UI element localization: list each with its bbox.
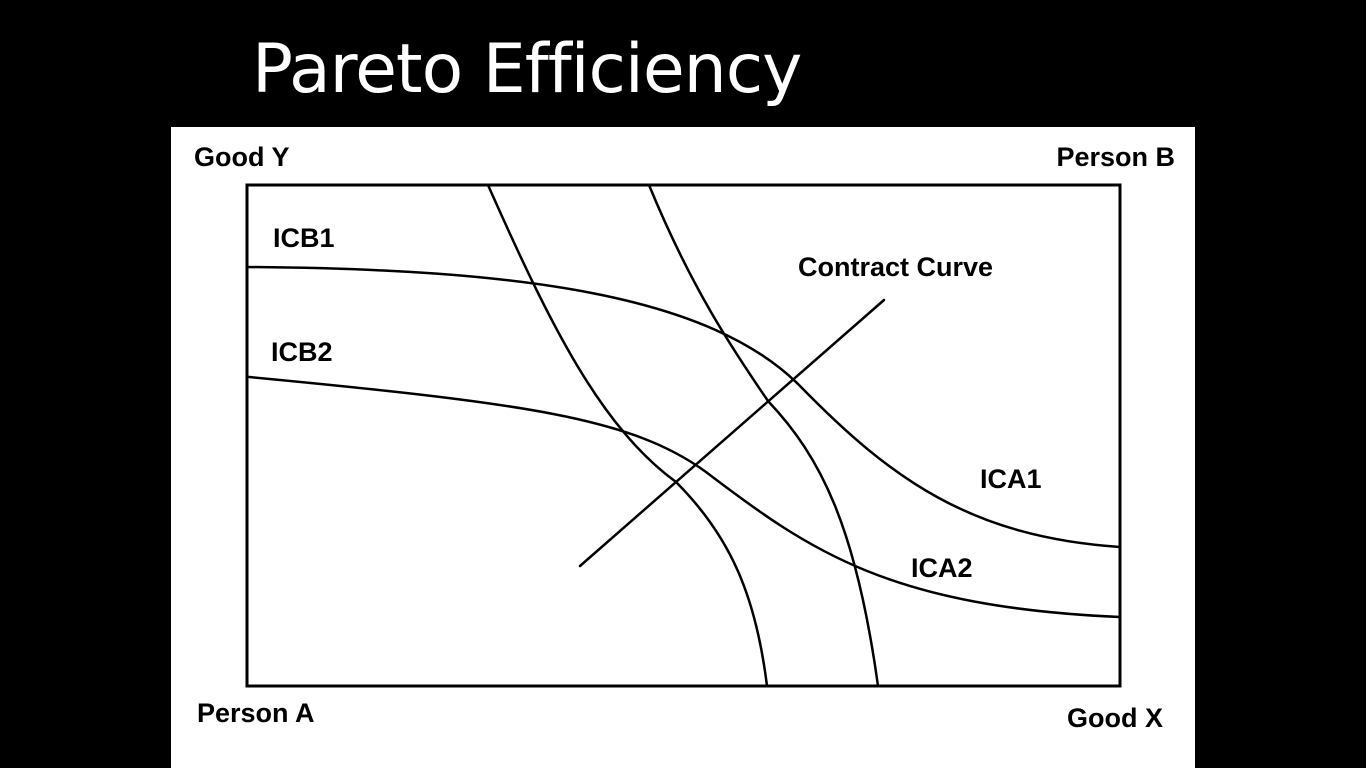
label-person-a: Person A [197, 698, 315, 728]
slide-title: Pareto Efficiency [252, 30, 802, 109]
edgeworth-box-figure: Good Y Person B Person A Good X ICB1 ICB… [171, 127, 1195, 768]
label-person-b: Person B [1056, 142, 1175, 172]
label-good-x: Good X [1067, 703, 1163, 733]
label-icb1: ICB1 [273, 223, 335, 253]
contract-curve-line [578, 298, 886, 568]
label-good-y: Good Y [194, 142, 290, 172]
label-ica1: ICA1 [980, 464, 1042, 494]
label-icb2: ICB2 [271, 337, 333, 367]
edgeworth-box-frame [245, 183, 1122, 688]
indifference-curve-ica2 [486, 183, 769, 688]
label-contract-curve: Contract Curve [798, 252, 993, 282]
edgeworth-box-diagram: Good Y Person B Person A Good X ICB1 ICB… [194, 142, 1175, 733]
indifference-curve-icb1 [245, 265, 1122, 549]
indifference-curve-icb2 [247, 375, 1122, 619]
label-ica2: ICA2 [911, 553, 973, 583]
